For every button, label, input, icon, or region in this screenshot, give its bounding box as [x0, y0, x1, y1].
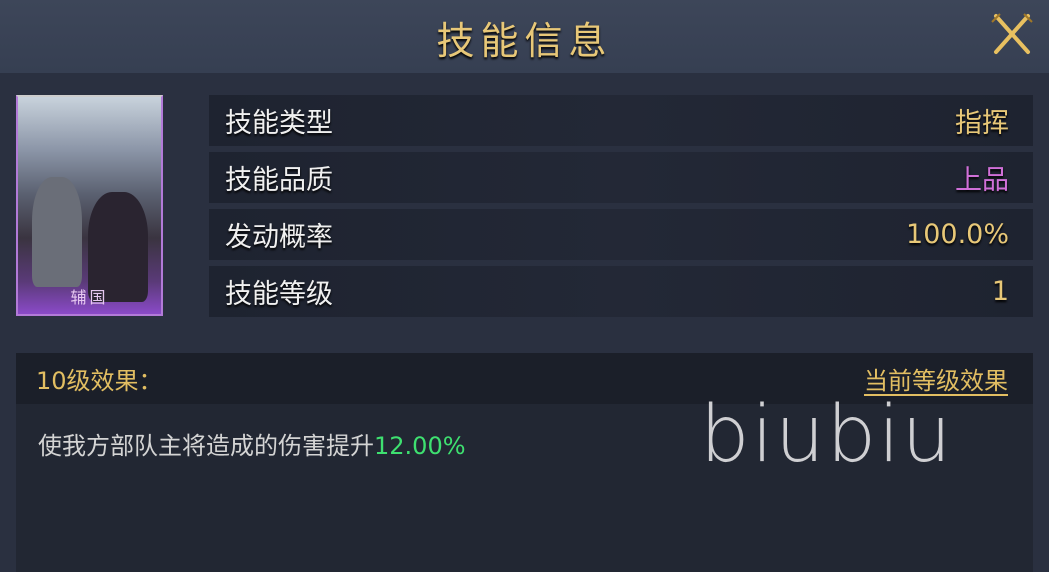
- skill-card-name: 辅国: [70, 288, 109, 307]
- crossed-swords-close-icon: [991, 13, 1033, 54]
- effect-text: 使我方部队主将造成的伤害提升: [38, 432, 374, 460]
- figure-art: [88, 192, 148, 302]
- attribute-value: 指挥: [955, 108, 1009, 139]
- watermark: biubiu: [700, 390, 954, 480]
- attribute-label: 技能等级: [225, 279, 333, 310]
- attribute-value: 上品: [955, 165, 1009, 196]
- attribute-label: 技能类型: [225, 108, 333, 139]
- effect-description: 使我方部队主将造成的伤害提升12.00%: [16, 404, 1033, 461]
- attribute-value: 100.0%: [906, 219, 1009, 250]
- attribute-row-probability: 发动概率 100.0%: [209, 209, 1033, 260]
- skill-card[interactable]: 辅国: [16, 95, 163, 316]
- attribute-row-type: 技能类型 指挥: [209, 95, 1033, 146]
- dialog-header: 技能信息: [0, 0, 1049, 73]
- attribute-row-level: 技能等级 1: [209, 266, 1033, 317]
- attribute-label: 发动概率: [225, 222, 333, 253]
- effect-value: 12.00%: [374, 432, 466, 460]
- effect-panel-header: 10级效果： 当前等级效果: [16, 353, 1033, 404]
- effect-panel: 10级效果： 当前等级效果 使我方部队主将造成的伤害提升12.00%: [16, 353, 1033, 572]
- figure-art: [32, 177, 82, 287]
- current-level-effect-link[interactable]: 当前等级效果: [864, 367, 1008, 395]
- close-button[interactable]: [988, 10, 1036, 58]
- effect-level-label: 10级效果：: [36, 367, 163, 395]
- attribute-value: 1: [991, 276, 1009, 307]
- attribute-row-quality: 技能品质 上品: [209, 152, 1033, 203]
- attribute-label: 技能品质: [225, 165, 333, 196]
- dialog-title: 技能信息: [436, 19, 613, 63]
